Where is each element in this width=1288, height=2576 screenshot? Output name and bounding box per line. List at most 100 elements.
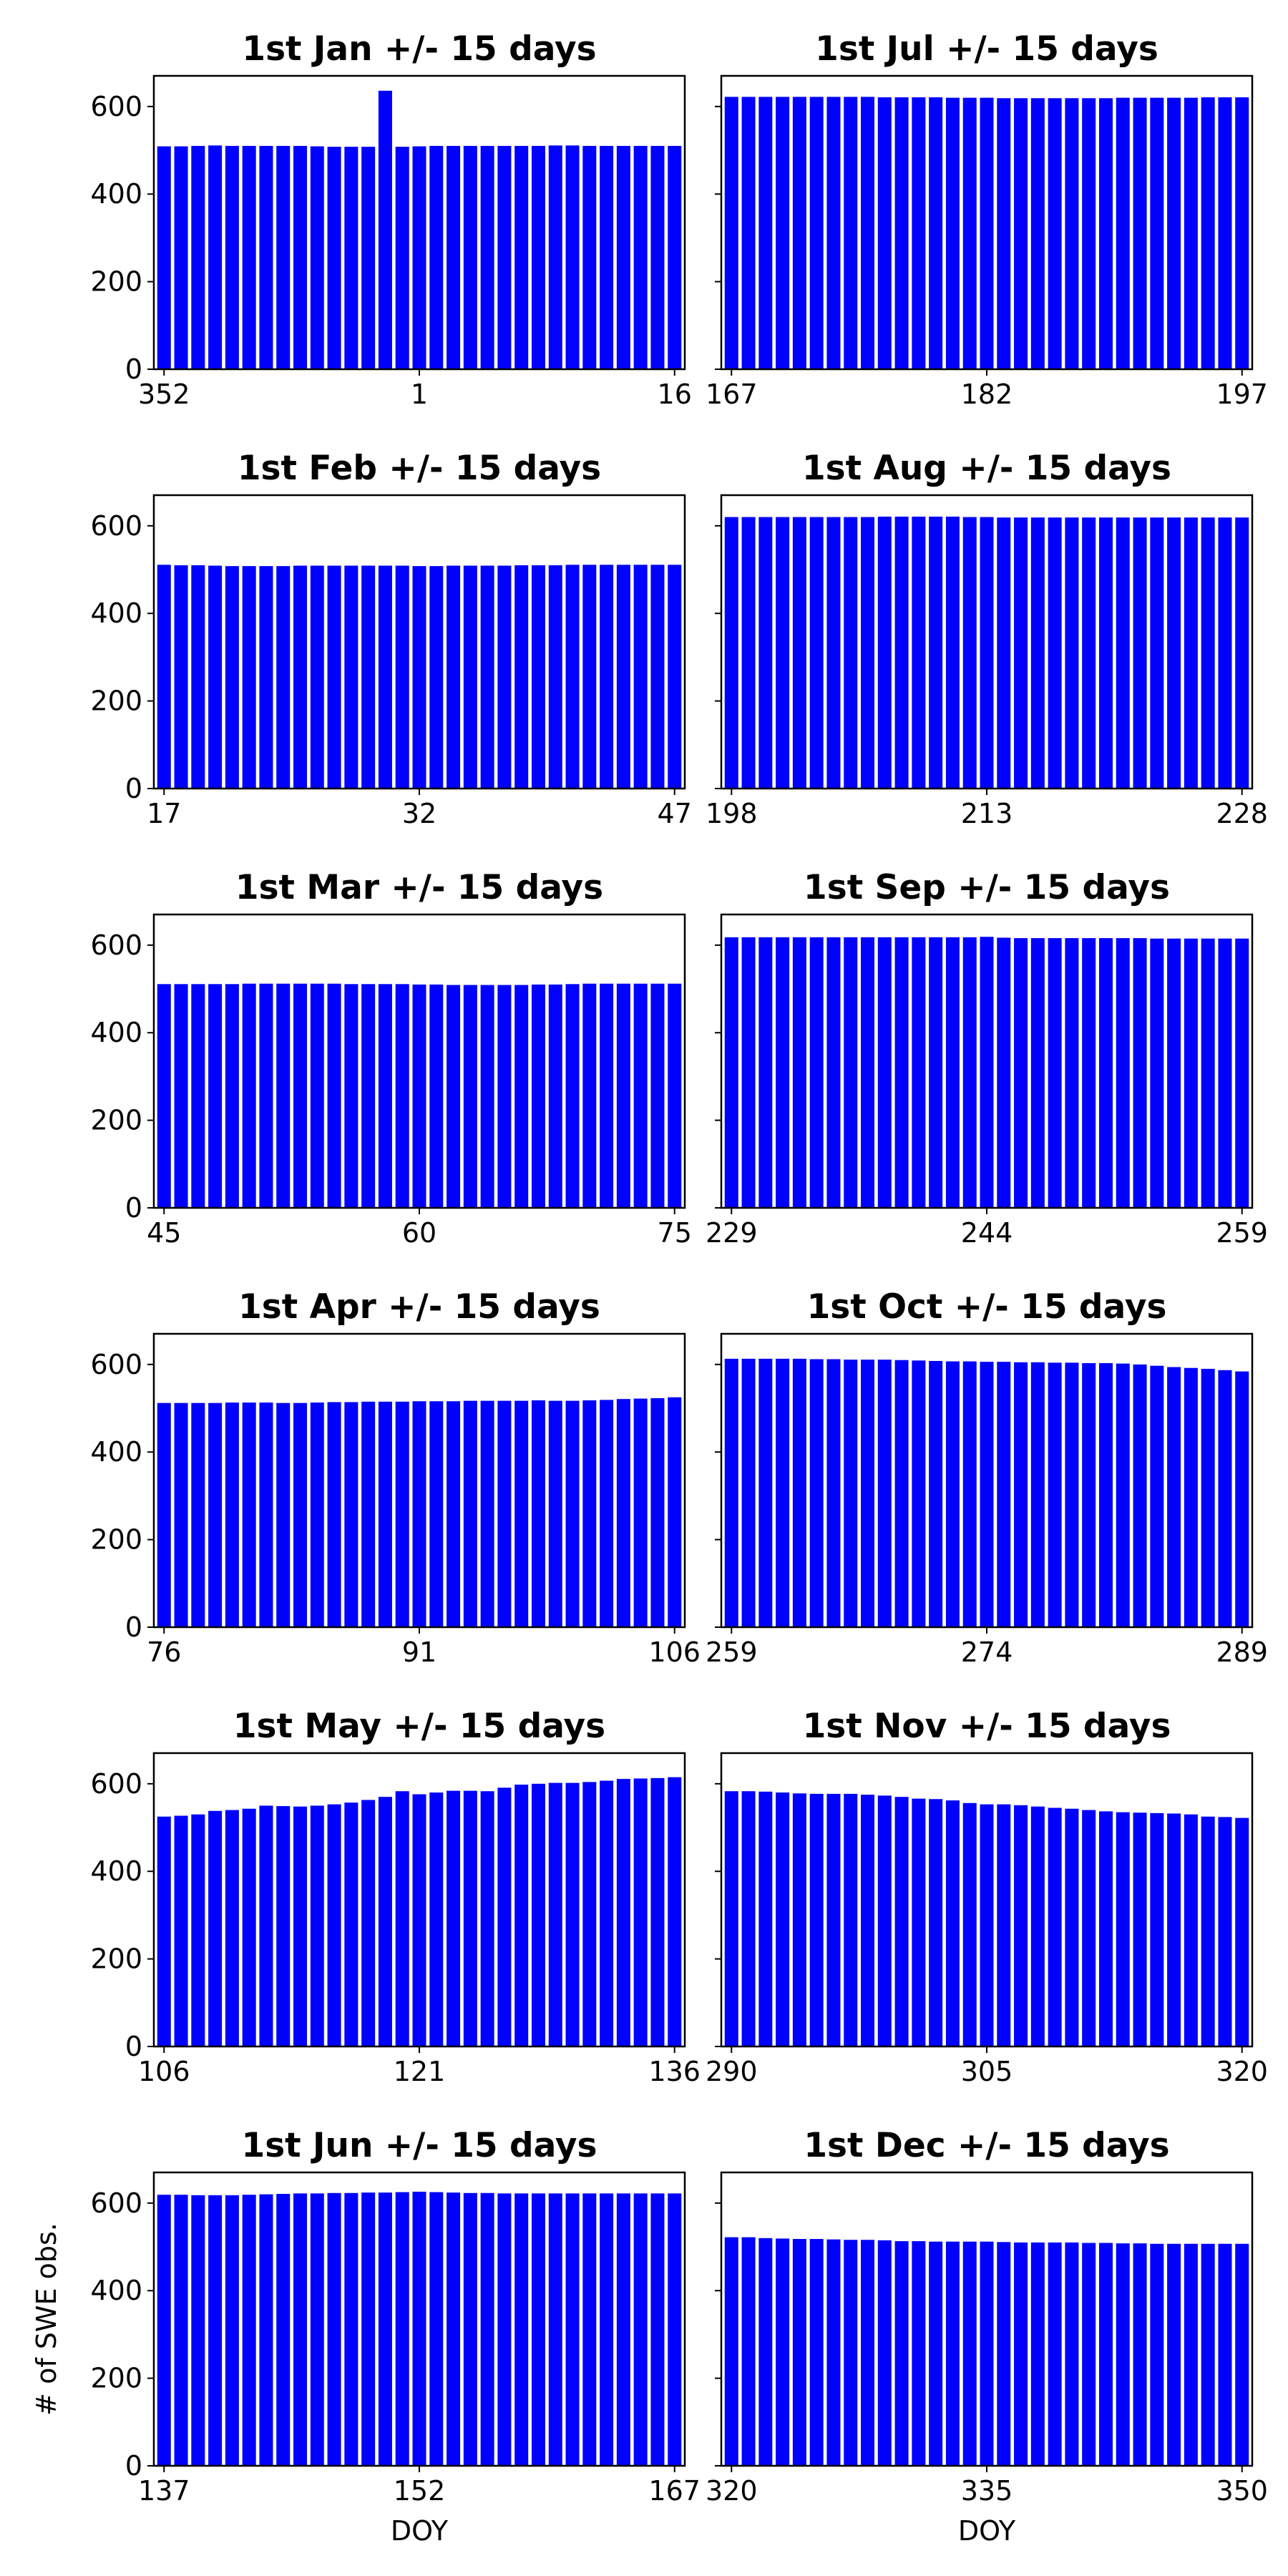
bar-day-202	[792, 517, 806, 789]
bar-day-41	[565, 565, 580, 789]
bar-day-239	[894, 937, 909, 1208]
bar-day-106	[157, 1816, 171, 2046]
bar-day-350	[1235, 2243, 1249, 2466]
bar-day-246	[1014, 938, 1028, 1208]
panel-5: 229 244 259 1st Sep +/- 15 days	[706, 868, 1268, 1249]
bar-day-179	[929, 97, 943, 370]
bar-day-313	[1116, 1812, 1130, 2046]
bar-day-27	[327, 565, 341, 789]
bar-day-213	[980, 517, 994, 789]
bar-day-108	[191, 1814, 205, 2046]
bar-day-177	[894, 97, 909, 370]
bar-day-38	[514, 565, 529, 789]
bar-day-224	[1167, 517, 1181, 789]
bar-day-72	[616, 983, 630, 1208]
bar-day-196	[1218, 97, 1232, 370]
bar-day-71	[600, 983, 614, 1208]
bar-day-127	[514, 1785, 529, 2046]
x-tick-label: 229	[706, 1217, 758, 1249]
bar-day-102	[600, 1400, 614, 1627]
bar-day-265	[826, 1359, 841, 1627]
bar-day-47	[668, 565, 682, 789]
bar-day-178	[912, 97, 926, 370]
bar-day-193	[1167, 97, 1181, 369]
bar-day-191	[1133, 97, 1147, 369]
bar-day-331	[912, 2241, 926, 2466]
x-tick-label: 106	[648, 1636, 701, 1668]
bar-day-356	[225, 145, 239, 369]
y-tick-label: 200	[90, 686, 142, 717]
y-tick-label: 0	[125, 2031, 142, 2062]
bar-day-340	[1065, 2242, 1079, 2466]
bar-day-132	[600, 1780, 614, 2046]
bar-day-361	[310, 146, 324, 369]
panel-4: 0 200 400 600 45 60 75 1st Mar +/- 15 days	[90, 868, 691, 1249]
bar-day-238	[877, 937, 892, 1208]
bar-day-257	[1201, 938, 1215, 1208]
bar-day-88	[361, 1401, 376, 1627]
bar-day-171	[792, 97, 806, 369]
bar-day-3	[447, 145, 461, 369]
bar-day-334	[962, 2241, 977, 2466]
bar-day-65	[497, 985, 512, 1208]
x-tick-label: 352	[138, 379, 190, 410]
bar-day-190	[1116, 97, 1130, 369]
panel-title: 1st Jan +/- 15 days	[242, 29, 596, 69]
x-tick-label: 106	[138, 2056, 190, 2087]
panel-title: 1st Aug +/- 15 days	[802, 449, 1171, 488]
bar-day-290	[724, 1791, 738, 2046]
bar-day-314	[1133, 1813, 1147, 2046]
bar-day-138	[174, 2195, 188, 2466]
bar-day-14	[633, 145, 648, 369]
bar-day-89	[378, 1401, 392, 1627]
bar-day-172	[809, 97, 824, 369]
bar-day-318	[1201, 1816, 1215, 2046]
bar-day-128	[531, 1783, 545, 2046]
bar-day-241	[929, 937, 943, 1208]
bar-day-83	[276, 1402, 291, 1627]
bar-day-201	[776, 517, 790, 789]
bar-day-95	[480, 1400, 494, 1627]
y-tick-label: 0	[125, 1192, 142, 1224]
y-tick-label: 600	[90, 2187, 142, 2219]
y-tick-label: 400	[90, 597, 142, 629]
bar-day-130	[565, 1782, 580, 2046]
x-tick-label: 289	[1216, 1636, 1268, 1668]
bar-day-349	[1218, 2243, 1232, 2466]
bar-day-363	[344, 147, 358, 369]
bar-day-77	[174, 1402, 188, 1627]
bar-day-216	[1030, 517, 1045, 789]
bar-day-311	[1082, 1810, 1096, 2046]
bar-day-4	[463, 145, 477, 369]
bar-day-255	[1167, 938, 1181, 1208]
bar-day-269	[894, 1360, 909, 1627]
bar-day-53	[293, 983, 308, 1208]
x-axis-label: DOY	[958, 2515, 1016, 2547]
bar-day-286	[1184, 1367, 1198, 1627]
y-tick-label: 200	[90, 2363, 142, 2394]
bar-day-346	[1167, 2243, 1181, 2466]
bar-day-9	[548, 145, 562, 370]
bar-day-325	[809, 2239, 824, 2466]
bar-day-330	[894, 2241, 909, 2466]
bar-day-357	[242, 145, 256, 369]
y-tick-label: 0	[125, 773, 142, 804]
bar-day-310	[1065, 1808, 1079, 2046]
bar-day-160	[548, 2193, 562, 2466]
panel-title: 1st Dec +/- 15 days	[804, 2126, 1169, 2165]
bar-day-219	[1082, 517, 1096, 789]
bar-day-345	[1150, 2243, 1164, 2466]
bar-day-167	[668, 2193, 682, 2466]
bar-day-123	[447, 1790, 461, 2046]
x-tick-label: 17	[147, 798, 181, 829]
bar-day-63	[463, 985, 477, 1208]
bar-day-59	[395, 984, 409, 1208]
bar-day-236	[844, 937, 858, 1208]
bar-day-337	[1014, 2242, 1028, 2466]
bar-day-323	[776, 2238, 790, 2466]
bar-day-168	[741, 97, 756, 369]
bar-day-173	[826, 97, 841, 369]
bar-day-262	[776, 1358, 790, 1627]
bar-day-285	[1167, 1367, 1181, 1627]
x-tick-label: 45	[147, 1217, 181, 1249]
